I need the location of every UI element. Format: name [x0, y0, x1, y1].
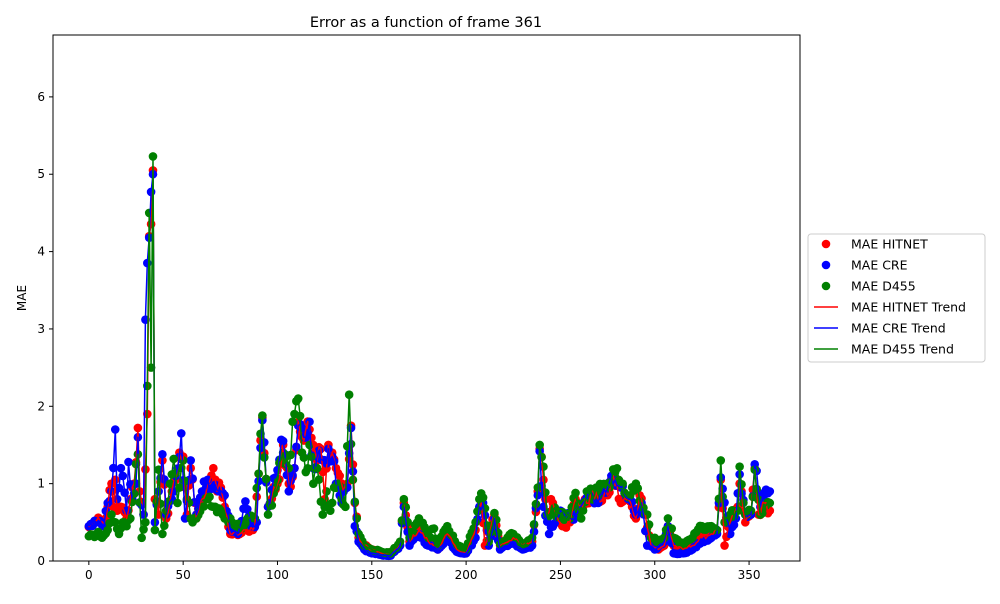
legend-label-mae-cre: MAE CRE: [851, 258, 908, 273]
y-tick-label: 2: [37, 399, 45, 413]
y-axis-label: MAE: [15, 285, 29, 311]
legend-label-mae-hitnet-trend: MAE HITNET Trend: [851, 300, 966, 315]
legend-box: [807, 233, 986, 363]
x-tick-label: 200: [455, 568, 478, 582]
x-tick-label: 300: [643, 568, 666, 582]
legend-label-mae-hitnet: MAE HITNET: [851, 237, 928, 252]
legend-label-mae-d455-trend: MAE D455 Trend: [851, 342, 954, 357]
legend-label-mae-cre-trend: MAE CRE Trend: [851, 321, 946, 336]
trend-line-mae-d455-trend: [88, 155, 771, 555]
legend-marker-mae-cre: [821, 260, 831, 270]
trend-line-mae-hitnet-trend: [88, 169, 771, 555]
plot-content: [84, 152, 775, 561]
y-tick-label: 5: [37, 167, 45, 181]
y-tick-label: 3: [37, 322, 45, 336]
legend-marker-mae-hitnet: [821, 239, 831, 249]
y-tick-label: 4: [37, 245, 45, 259]
x-tick-label: 250: [549, 568, 572, 582]
chart-title: Error as a function of frame 361: [310, 15, 542, 31]
plot-area: 0 50 100 150 200 250 300 350 0 1 2 3 4 5 6: [37, 34, 801, 582]
x-tick-label: 0: [85, 568, 93, 582]
plot-frame: [52, 34, 801, 562]
legend: MAE HITNET MAE CRE MAE D455 MAE HITNET Tren…: [807, 233, 986, 363]
x-tick-label: 50: [176, 568, 191, 582]
y-tick-label: 6: [37, 90, 45, 104]
trend-line-mae-cre-trend: [88, 173, 771, 557]
x-tick-label: 100: [266, 568, 289, 582]
data-point-mae-d455: [765, 498, 775, 508]
y-tick-label: 1: [37, 477, 45, 491]
legend-marker-mae-d455: [821, 281, 831, 291]
legend-label-mae-d455: MAE D455: [851, 279, 916, 294]
x-tick-label: 150: [360, 568, 383, 582]
x-tick-label: 350: [738, 568, 761, 582]
y-tick-label: 0: [37, 554, 45, 568]
